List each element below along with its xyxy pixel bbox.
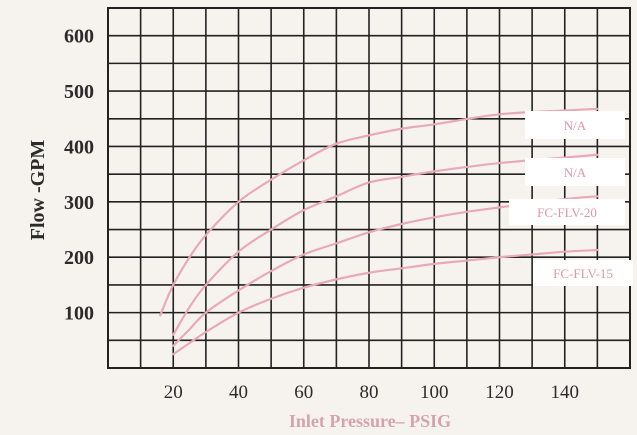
- x-tick-label: 40: [229, 382, 248, 403]
- y-tick-label: 100: [64, 303, 94, 325]
- series-label-box: [509, 199, 625, 225]
- y-tick-label: 200: [64, 247, 94, 269]
- x-tick-label: 100: [420, 382, 449, 403]
- y-tick-label: 500: [64, 81, 94, 103]
- tick-labels: 20 40 60 80 100 120 140 600 500 400 300 200 100: [64, 26, 579, 403]
- series-line-4: [172, 248, 599, 356]
- series-label-box: [525, 111, 625, 139]
- series-line-2: [172, 153, 599, 336]
- series-label-4: FC-FLV-15: [553, 266, 613, 281]
- y-tick-label: 400: [64, 136, 94, 158]
- series-label-box: [533, 260, 633, 286]
- grid: [107, 7, 631, 369]
- x-tick-label: 120: [485, 382, 514, 403]
- series-label-3: FC-FLV-20: [537, 205, 597, 220]
- x-tick-label: 140: [551, 382, 580, 403]
- series-line-1: [159, 107, 599, 317]
- x-tick-label: 60: [294, 382, 313, 403]
- x-tick-label: 20: [164, 382, 183, 403]
- y-tick-label: 600: [64, 26, 94, 48]
- y-tick-label: 300: [64, 192, 94, 214]
- series-label-2: N/A: [564, 165, 587, 180]
- series-label-box: [525, 158, 625, 186]
- series-label-1: N/A: [564, 118, 587, 133]
- series-labels: N/A N/A FC-FLV-20 FC-FLV-15: [509, 111, 633, 286]
- y-axis-label: Flow -GPM: [27, 140, 49, 241]
- x-axis-label: Inlet Pressure– PSIG: [289, 411, 451, 431]
- x-tick-label: 80: [360, 382, 379, 403]
- series-lines: [159, 107, 599, 356]
- series-line-3: [172, 195, 599, 347]
